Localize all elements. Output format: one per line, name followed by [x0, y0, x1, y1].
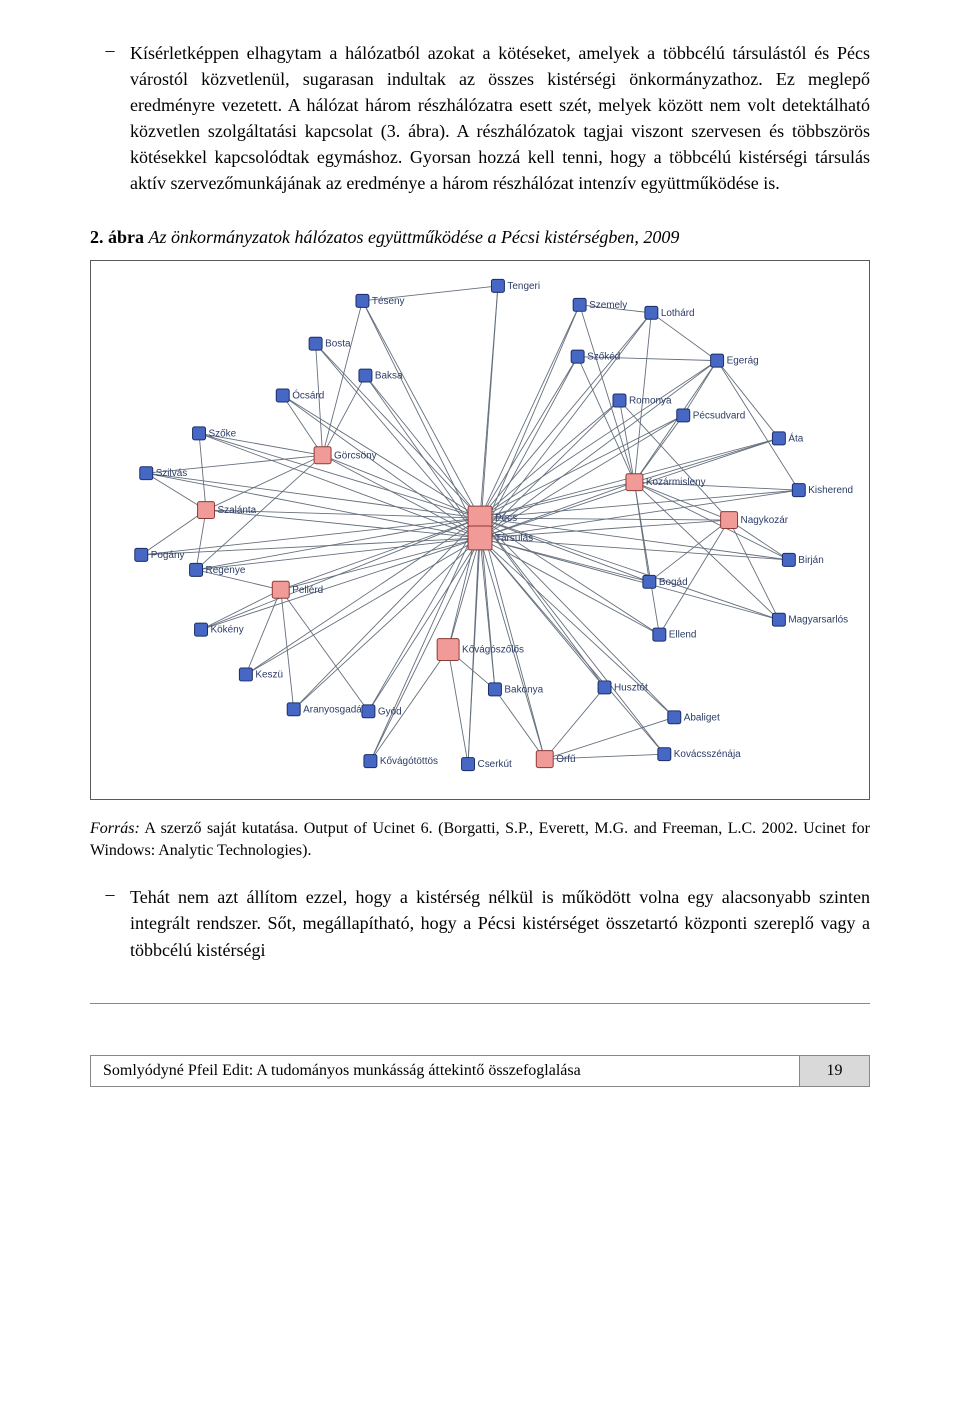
svg-text:Áta: Áta [788, 433, 803, 444]
svg-text:Téseny: Téseny [372, 295, 405, 306]
svg-text:Szalánta: Szalánta [217, 505, 256, 516]
source-label: Forrás: [90, 820, 140, 837]
svg-text:Ellend: Ellend [669, 629, 697, 640]
svg-text:Szőkéd: Szőkéd [587, 351, 620, 362]
network-svg: Pécs Társulás Tengeri Téseny Szemely Lothárd B… [91, 261, 869, 799]
svg-text:Husztót: Husztót [614, 682, 648, 693]
svg-text:Pécs: Pécs [495, 513, 517, 524]
svg-text:Görcsöny: Görcsöny [334, 450, 377, 461]
svg-text:Lothárd: Lothárd [661, 307, 695, 318]
svg-text:Szemely: Szemely [589, 299, 627, 310]
svg-text:Kökény: Kökény [211, 624, 244, 635]
svg-text:Kővágótöttös: Kővágótöttös [380, 756, 438, 767]
figure-number: 2. ábra [90, 227, 144, 247]
svg-text:Társulás: Társulás [495, 533, 533, 544]
svg-text:Abaliget: Abaliget [684, 712, 720, 723]
figure-title: Az önkormányzatok hálózatos együttműködé… [149, 227, 680, 247]
network-diagram: Pécs Társulás Tengeri Téseny Szemely Lothárd B… [90, 260, 870, 800]
paragraph-2-text: Tehát nem azt állítom ezzel, hogy a kist… [130, 884, 870, 962]
footer-title: Somlyódyné Pfeil Edit: A tudományos munk… [90, 1055, 800, 1087]
footer-divider [90, 1003, 870, 1004]
svg-text:Tengeri: Tengeri [507, 280, 540, 291]
svg-text:Egerág: Egerág [727, 355, 759, 366]
svg-text:Baksa: Baksa [375, 370, 403, 381]
paragraph-2-block: – Tehát nem azt állítom ezzel, hogy a ki… [90, 884, 870, 962]
figure-caption: 2. ábra Az önkormányzatok hálózatos együ… [90, 227, 870, 248]
svg-text:Keszü: Keszü [255, 669, 283, 680]
svg-text:Szilvás: Szilvás [156, 468, 188, 479]
paragraph-1-text: Kísérletképpen elhagytam a hálózatból az… [130, 40, 870, 197]
svg-text:Orfű: Orfű [556, 754, 576, 765]
svg-text:Magyarsarlós: Magyarsarlós [788, 614, 848, 625]
svg-text:Ócsárd: Ócsárd [292, 390, 324, 401]
svg-text:Szőke: Szőke [209, 428, 237, 439]
list-dash: – [90, 884, 130, 962]
source-text: A szerző saját kutatása. Output of Ucine… [90, 820, 870, 859]
list-dash: – [90, 40, 130, 197]
svg-text:Kővágószőlős: Kővágószőlős [462, 644, 524, 655]
svg-text:Regenye: Regenye [206, 564, 246, 575]
svg-text:Birján: Birján [798, 554, 823, 565]
svg-text:Nagykozár: Nagykozár [741, 515, 789, 526]
svg-text:Romonya: Romonya [629, 395, 672, 406]
svg-text:Pogány: Pogány [151, 549, 185, 560]
paragraph-1-block: – Kísérletképpen elhagytam a hálózatból … [90, 40, 870, 197]
svg-text:Gyód: Gyód [378, 706, 402, 717]
svg-text:Pellérd: Pellérd [292, 584, 323, 595]
svg-text:Bosta: Bosta [325, 338, 351, 349]
figure-source: Forrás: A szerző saját kutatása. Output … [90, 818, 870, 863]
page-footer: Somlyódyné Pfeil Edit: A tudományos munk… [90, 1054, 870, 1087]
svg-text:Kisherend: Kisherend [808, 485, 853, 496]
svg-text:Bakonya: Bakonya [504, 684, 543, 695]
footer-page-number: 19 [800, 1055, 870, 1087]
svg-text:Bogád: Bogád [659, 576, 688, 587]
svg-text:Cserkút: Cserkút [478, 759, 513, 770]
svg-text:Kovácsszénája: Kovácsszénája [674, 749, 741, 760]
svg-text:Kozármisleny: Kozármisleny [646, 477, 706, 488]
svg-text:Pécsudvard: Pécsudvard [693, 410, 746, 421]
